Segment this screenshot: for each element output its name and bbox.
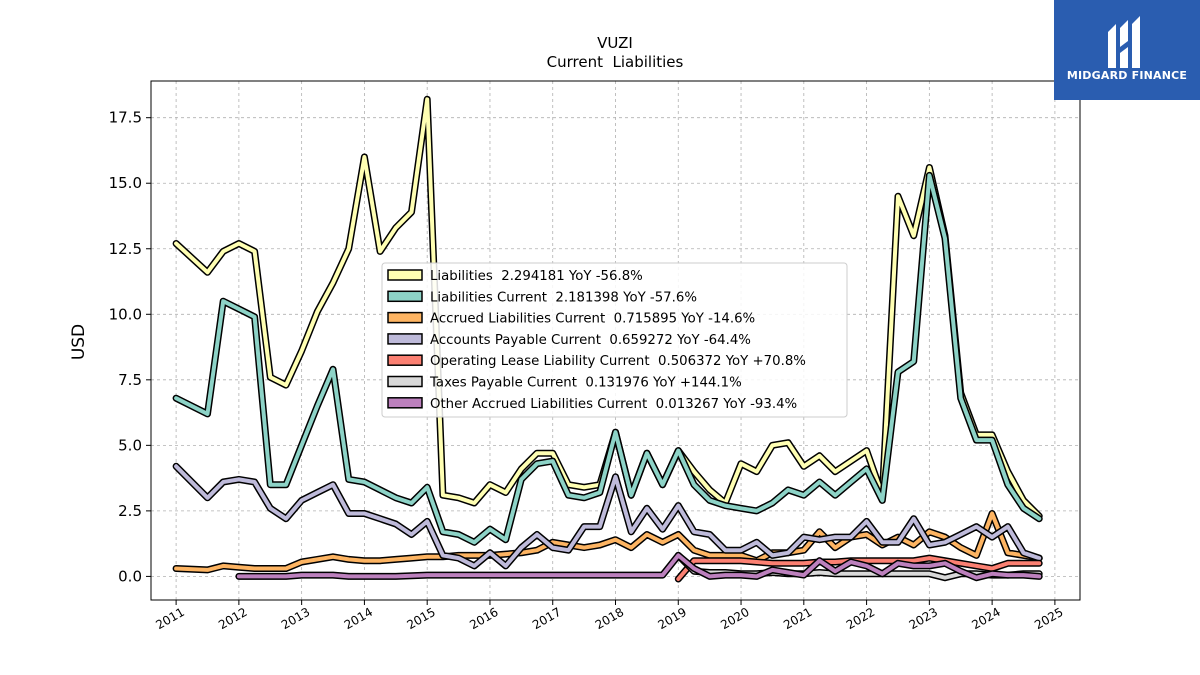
y-tick-label: 10.0 xyxy=(109,305,142,323)
legend-entry: Accrued Liabilities Current 0.715895 YoY… xyxy=(430,312,755,327)
y-tick-label: 12.5 xyxy=(109,240,142,258)
legend-swatch xyxy=(387,290,423,303)
legend-entry: Liabilities 2.294181 YoY -56.8% xyxy=(430,269,643,284)
series-1 xyxy=(172,171,1043,546)
y-tick-label: 5.0 xyxy=(118,436,142,454)
legend-entry: Operating Lease Liability Current 0.5063… xyxy=(430,354,806,369)
x-tick-label: 2015 xyxy=(404,605,437,632)
legend-swatch xyxy=(387,269,423,281)
x-tick-label: 2011 xyxy=(153,605,186,632)
series-3 xyxy=(172,462,1043,570)
series-line xyxy=(174,173,1042,545)
series-line-outline xyxy=(172,462,1043,570)
x-tick-label: 2018 xyxy=(593,605,626,632)
x-tick-label: 2012 xyxy=(216,605,249,632)
legend-entry: Accounts Payable Current 0.659272 YoY -6… xyxy=(430,333,751,348)
x-tick-label: 2025 xyxy=(1032,605,1065,632)
y-tick-label: 7.5 xyxy=(118,371,142,389)
legend-swatch xyxy=(387,311,423,324)
x-tick-label: 2021 xyxy=(781,605,814,632)
x-tick-label: 2022 xyxy=(844,605,877,632)
x-tick-label: 2013 xyxy=(279,605,312,632)
series-line xyxy=(174,464,1042,568)
series-line xyxy=(236,553,1042,580)
midgard-finance-logo: MIDGARD FINANCE xyxy=(1054,0,1200,100)
legend-entry: Liabilities Current 2.181398 YoY -57.6% xyxy=(430,290,697,305)
y-tick-label: 2.5 xyxy=(118,502,142,520)
legend-swatch xyxy=(387,333,423,345)
legend-entry: Other Accrued Liabilities Current 0.0132… xyxy=(430,397,797,412)
x-tick-label: 2024 xyxy=(969,605,1002,632)
y-tick-label: 17.5 xyxy=(109,109,142,127)
x-tick-label: 2019 xyxy=(656,605,689,632)
series-6 xyxy=(235,551,1043,582)
midgard-monogram-icon xyxy=(1108,16,1140,68)
y-tick-label: 0.0 xyxy=(118,567,142,585)
x-tick-label: 2016 xyxy=(467,605,500,632)
logo-text: MIDGARD FINANCE xyxy=(1066,69,1188,82)
x-tick-label: 2020 xyxy=(718,605,751,632)
y-tick-label: 15.0 xyxy=(109,174,142,192)
legend-box xyxy=(381,262,848,418)
legend-entry: Taxes Payable Current 0.131976 YoY +144.… xyxy=(429,376,742,391)
legend: Liabilities 2.294181 YoY -56.8% Liabiliti… xyxy=(381,262,848,418)
legend-swatch xyxy=(387,375,423,388)
x-tick-label: 2023 xyxy=(907,605,940,632)
legend-swatch xyxy=(387,354,423,366)
series-lines xyxy=(172,95,1043,583)
chart-title: VUZI xyxy=(597,34,633,52)
x-tick-label: 2017 xyxy=(530,605,563,632)
x-tick-label: 2014 xyxy=(342,605,375,632)
chart-subtitle: Current Liabilities xyxy=(547,53,684,71)
legend-swatch xyxy=(387,397,423,409)
y-axis-label: USD xyxy=(69,324,89,360)
